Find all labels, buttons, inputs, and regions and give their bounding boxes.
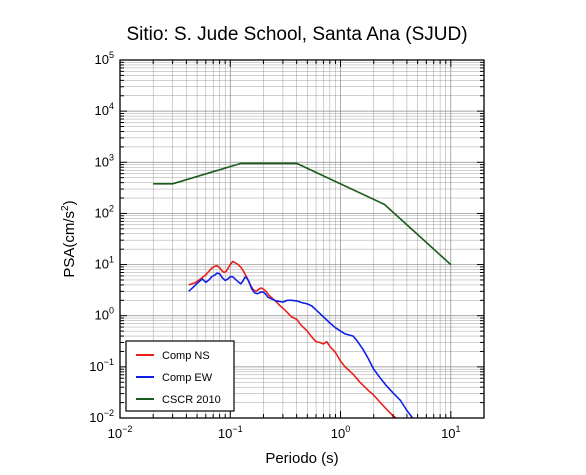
y-tick-label: 105 bbox=[95, 50, 114, 67]
y-tick-label: 10−2 bbox=[89, 408, 114, 425]
ticks-layer: 10−2 10−1 100 101 10−2 10−1 100 101 102 103 104 105 bbox=[89, 50, 485, 441]
x-axis-label: Periodo (s) bbox=[265, 450, 338, 467]
grid bbox=[119, 59, 485, 419]
series-layer bbox=[153, 162, 452, 418]
legend-label-2: CSCR 2010 bbox=[162, 394, 221, 406]
y-tick-label: 102 bbox=[95, 203, 114, 220]
y-axis-label-base: PSA(cm/s bbox=[61, 211, 78, 278]
legend-label-0: Comp NS bbox=[162, 350, 210, 362]
x-tick-label: 101 bbox=[441, 424, 460, 441]
y-tick-label: 101 bbox=[95, 255, 114, 272]
series-line-0 bbox=[188, 260, 397, 418]
legend: Comp NS Comp EW CSCR 2010 bbox=[125, 340, 235, 412]
y-axis-label-sup: 2 bbox=[60, 205, 71, 211]
y-tick-label: 100 bbox=[95, 306, 114, 323]
chart-title: Sitio: S. Jude School, Santa Ana (SJUD) bbox=[126, 24, 467, 45]
x-tick-label: 100 bbox=[331, 424, 350, 441]
y-axis-label: PSA(cm/s2) bbox=[60, 200, 78, 277]
plot-frame bbox=[119, 59, 485, 419]
series-line-2 bbox=[153, 162, 452, 266]
x-tick-label: 10−2 bbox=[108, 424, 133, 441]
y-axis-label-close: ) bbox=[61, 200, 78, 205]
legend-label-1: Comp EW bbox=[162, 372, 213, 384]
series-line-1 bbox=[188, 272, 414, 418]
y-tick-label: 104 bbox=[95, 101, 114, 118]
y-tick-label: 10−1 bbox=[89, 357, 114, 374]
x-tick-label: 10−1 bbox=[218, 424, 243, 441]
y-tick-label: 103 bbox=[95, 152, 114, 169]
